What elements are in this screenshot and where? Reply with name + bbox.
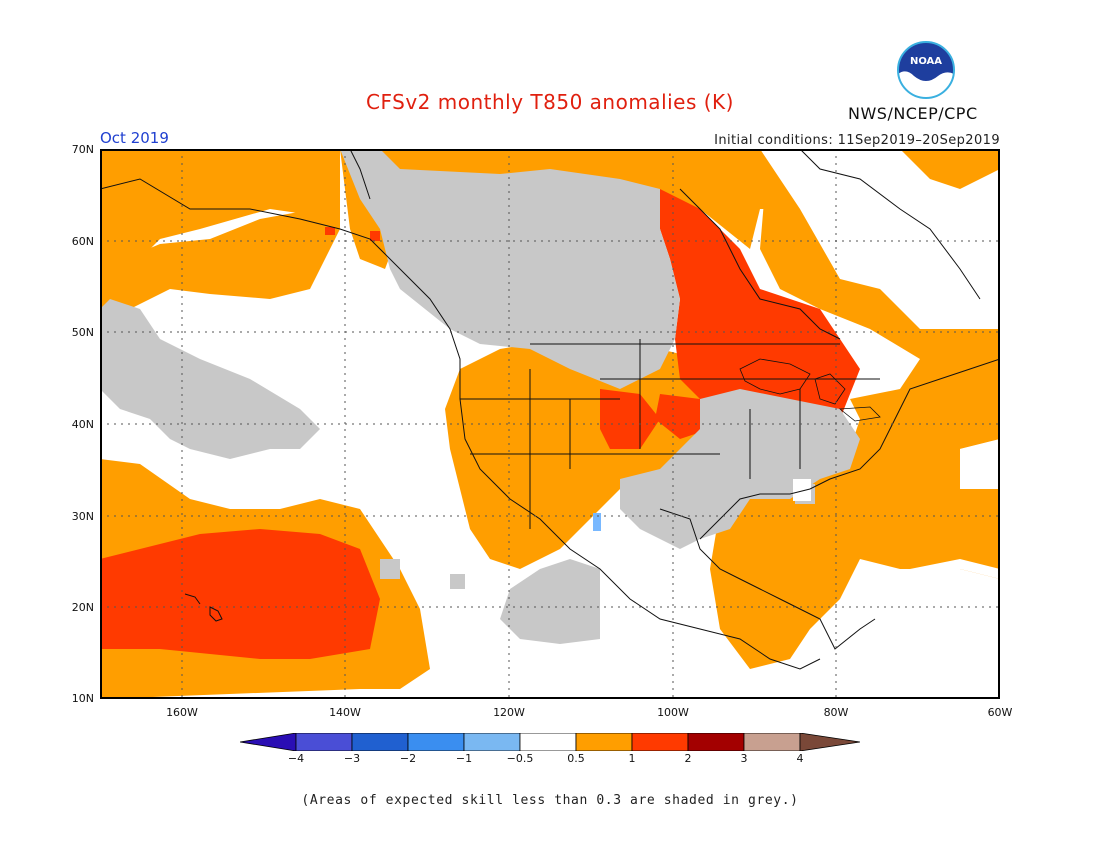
lat-tick: 70N — [71, 143, 94, 156]
lon-tick: 140W — [329, 706, 361, 719]
hawaii — [184, 593, 223, 622]
colorbar-tick: 3 — [740, 752, 748, 765]
lon-tick: 160W — [166, 706, 198, 719]
colorbar-tick: 0.5 — [567, 752, 585, 765]
colorbar-tick: −4 — [287, 752, 305, 765]
logo-text: NOAA — [910, 56, 942, 67]
colorbar-tick: 1 — [628, 752, 636, 765]
colorbar-tick: −2 — [399, 752, 417, 765]
lat-tick: 50N — [71, 326, 94, 339]
forecast-month: Oct 2019 — [100, 129, 169, 147]
lat-tick: 30N — [71, 510, 94, 523]
lat-tick: 20N — [71, 601, 94, 614]
lat-tick: 10N — [71, 692, 94, 705]
noaa-logo-icon: NOAA — [896, 40, 956, 104]
lon-tick: 120W — [493, 706, 525, 719]
lon-tick: 100W — [657, 706, 689, 719]
lat-tick: 60N — [71, 235, 94, 248]
coastlines — [99, 148, 1001, 670]
lon-tick: 80W — [823, 706, 849, 719]
initial-conditions: Initial conditions: 11Sep2019–20Sep2019 — [714, 133, 1000, 148]
colorbar-tick: 2 — [684, 752, 692, 765]
anomaly-region-neg — [593, 513, 601, 531]
lakes — [739, 358, 881, 422]
colorbar — [239, 732, 861, 752]
graticule — [100, 149, 1000, 699]
chart-title: CFSv2 monthly T850 anomalies (K) — [366, 90, 734, 114]
map-svg — [99, 148, 1001, 699]
skill-footnote: (Areas of expected skill less than 0.3 a… — [301, 793, 799, 808]
colorbar-tick: −3 — [343, 752, 361, 765]
anomaly-map — [99, 148, 1001, 699]
colorbar-tick: −0.5 — [506, 752, 534, 765]
lon-tick: 60W — [987, 706, 1013, 719]
colorbar-tick: 4 — [796, 752, 804, 765]
agency-label: NWS/NCEP/CPC — [848, 104, 978, 123]
lat-tick: 40N — [71, 418, 94, 431]
colorbar-tick: −1 — [455, 752, 473, 765]
anomaly-region-1-2 — [100, 189, 860, 659]
